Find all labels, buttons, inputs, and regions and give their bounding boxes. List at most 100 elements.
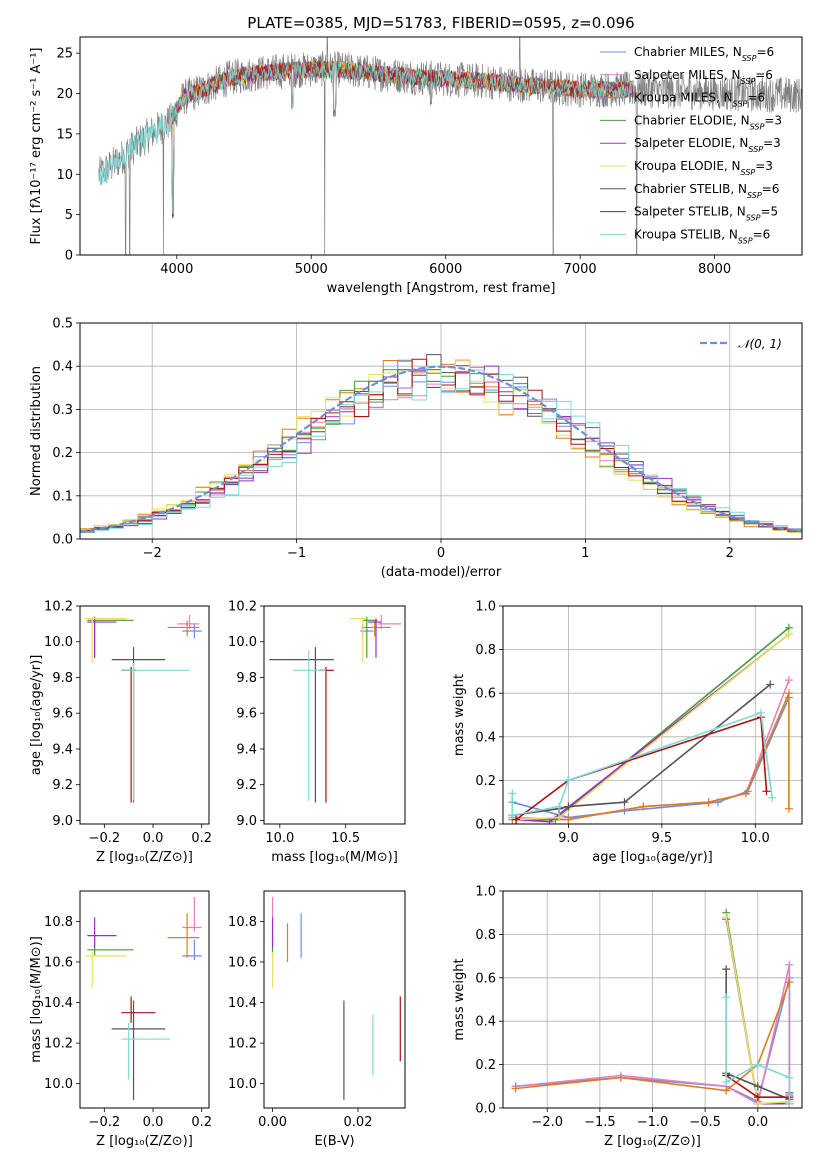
y-tick-label: 9.4 [52,742,73,757]
y-tick-label: 9.4 [236,742,257,757]
x-tick-label: 8000 [698,262,731,277]
series-line [512,697,790,819]
x-axis-label: wavelength [Angstrom, rest frame] [327,281,556,296]
y-tick-label: 0.4 [475,1015,496,1030]
series-point [722,913,731,922]
series-line [512,692,790,821]
series-point [741,789,750,798]
x-axis-label: mass [log₁₀(M/M⊙)] [271,850,398,865]
x-tick-label: 4000 [160,262,193,277]
x-tick-label: 0.00 [258,1115,287,1130]
y-tick-label: 9.0 [236,814,257,829]
y-tick-label: 0.6 [475,971,496,986]
y-tick-label: 9.2 [236,778,257,793]
series-point [753,1093,762,1102]
legend-entry: Kroupa MILES, NSSP=6 [634,91,765,109]
residuals-panel: −2 −1 0 1 2 0.0 0.1 0.2 0.3 0.4 0.5 (data-model)/er… [29,317,803,580]
error-bars [271,897,401,1100]
y-tick-label: 0.6 [475,687,496,702]
y-tick-label: 10.6 [228,955,257,970]
axes-frame [263,605,406,825]
series-point [564,776,573,785]
y-tick-label: 0.2 [52,446,73,461]
x-tick-label: 0.0 [143,1115,164,1130]
legend-entry: Salpeter MILES, NSSP=6 [634,68,773,86]
y-tick-label: 25 [56,47,73,62]
x-tick-label: 2 [726,546,734,561]
error-bars [84,897,202,1100]
y-tick-label: 0.5 [52,317,73,332]
y-tick-label: 10.0 [44,1077,73,1092]
y-tick-label: 9.2 [52,778,73,793]
series-point [785,1073,794,1082]
y-tick-label: 10.0 [228,1077,257,1092]
x-tick-label: −0.2 [89,831,121,846]
legend-entry: Chabrier STELIB, NSSP=6 [634,182,779,200]
series-point [753,1060,762,1069]
y-tick-label: 0.1 [52,489,73,504]
grid-lines [503,890,802,1109]
x-axis-label: Z [log₁₀(Z/Z⊙)] [604,1134,701,1149]
series-point [508,789,517,798]
x-tick-label: 9.0 [558,831,579,846]
series-point [564,815,573,824]
legend: 𝒩(0, 1) [700,337,782,351]
y-tick-label: 10 [56,168,73,183]
legend-entry: Salpeter ELODIE, NSSP=3 [634,136,781,154]
y-axis-label: mass [log₁₀(M/M⊙)] [29,936,44,1063]
chart-title: PLATE=0385, MJD=51783, FIBERID=0595, z=0… [247,14,634,32]
series-point [784,676,793,685]
series-point [785,1099,794,1108]
x-axis-label: E(B-V) [314,1134,354,1149]
y-tick-label: 5 [65,208,73,223]
x-tick-label: 1 [581,546,589,561]
y-tick-label: 10.6 [44,955,73,970]
x-tick-label: −1.0 [637,1115,669,1130]
series-point [722,1077,731,1086]
y-tick-label: 0.0 [475,818,496,833]
series-point [785,978,794,987]
x-tick-label: 0.2 [191,1115,212,1130]
y-tick-label: 10.0 [44,635,73,650]
x-tick-label: 10.0 [741,831,770,846]
axes-frame [79,605,210,825]
series-point [639,802,648,811]
y-tick-label: 9.0 [52,814,73,829]
y-tick-label: 0.4 [475,730,496,745]
series-point [508,811,517,820]
y-tick-label: 10.4 [228,996,257,1011]
y-axis-label: age [log₁₀(age/yr)] [29,655,44,776]
x-tick-label: 0.0 [747,1115,768,1130]
histograms [80,354,802,535]
y-axis-label: mass weight [452,958,467,1040]
mass-weight-vs-Z-panel: −2.0 −1.5 −1.0 −0.5 0.0 0.0 0.2 0.4 0.6 0.8 1.0 Z [… [452,885,803,1149]
model-spectra [99,59,635,219]
series-point [616,1073,625,1082]
x-tick-label: −1 [287,546,306,561]
y-tick-label: 15 [56,127,73,142]
series-point [785,960,794,969]
legend-entry: Salpeter STELIB, NSSP=5 [634,205,778,223]
y-tick-label: 0.2 [475,1058,496,1073]
y-tick-label: 10.2 [44,600,73,615]
error-bars [84,614,202,803]
x-tick-label: −0.5 [689,1115,721,1130]
x-tick-label: −1.5 [584,1115,616,1130]
series-lines [508,623,793,824]
y-tick-label: 9.8 [52,671,73,686]
series-point [766,680,775,689]
mass-vs-Z-panel: −0.2 0.0 0.2 10.0 10.2 10.4 10.6 10.8 Z [log₁₀(Z… [29,890,212,1149]
grid-lines [503,605,802,825]
y-tick-label: 0 [65,249,73,264]
model-line [99,102,178,185]
x-axis-label: Z [log₁₀(Z/Z⊙)] [96,850,193,865]
series-point [555,813,564,822]
y-tick-label: 1.0 [475,885,496,900]
axes-frame [263,890,406,1109]
axes-frame [79,36,803,256]
series-point [704,798,713,807]
y-tick-label: 10.8 [228,915,257,930]
y-tick-label: 1.0 [475,600,496,615]
legend-entry: Chabrier MILES, NSSP=6 [634,45,774,63]
